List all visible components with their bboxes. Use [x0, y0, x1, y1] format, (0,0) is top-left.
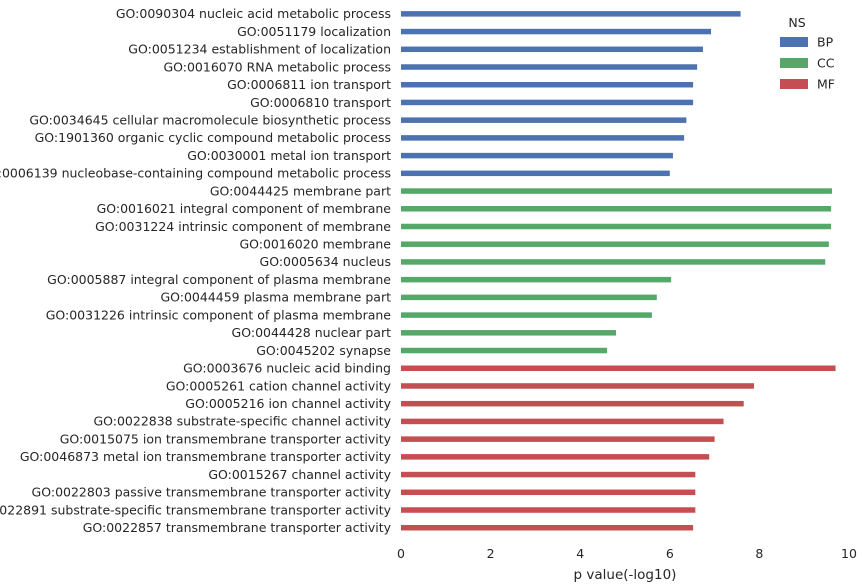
bar-cc	[401, 241, 829, 247]
legend-swatch-cc	[780, 58, 808, 68]
category-label: GO:0031226 intrinsic component of plasma…	[46, 307, 392, 322]
bar-bp	[401, 64, 698, 70]
bar-bp	[401, 135, 685, 141]
legend-swatch-mf	[780, 79, 808, 89]
category-label: GO:0022838 substrate-specific channel ac…	[93, 414, 391, 429]
x-tick-label: 0	[397, 546, 405, 561]
legend-swatch-bp	[780, 37, 808, 47]
category-labels-group: GO:0090304 nucleic acid metabolic proces…	[0, 6, 392, 535]
bar-mf	[401, 400, 744, 407]
category-label: GO:0045202 synapse	[256, 343, 391, 358]
x-tick-labels-group: 0 2 4 6 8 10	[397, 546, 857, 561]
bars-group	[401, 11, 836, 531]
x-tick-label: 2	[487, 546, 495, 561]
bar-mf	[401, 524, 694, 531]
category-label: GO:0005887 integral component of plasma …	[47, 272, 391, 287]
bar-bp	[401, 46, 703, 53]
category-label: GO:0031224 intrinsic component of membra…	[95, 219, 391, 234]
category-label: GO:0090304 nucleic acid metabolic proces…	[116, 6, 391, 21]
category-label: GO:1901360 organic cyclic compound metab…	[35, 130, 391, 145]
category-label: GO:0006810 transport	[250, 95, 391, 110]
bar-bp	[401, 81, 694, 88]
category-label: GO:0005634 nucleus	[260, 254, 391, 269]
legend-entry-bp: BP	[817, 35, 834, 50]
category-label: GO:0016020 membrane	[239, 237, 391, 252]
bar-cc	[401, 223, 832, 230]
bar-cc	[401, 294, 657, 301]
category-label: GO:0016070 RNA metabolic process	[163, 59, 391, 74]
category-label: GO:0044425 membrane part	[210, 183, 391, 198]
bar-bp	[401, 99, 694, 106]
category-label: GO:0005261 cation channel activity	[166, 378, 392, 393]
bar-cc	[401, 259, 826, 265]
bar-mf	[401, 365, 836, 371]
bar-cc	[401, 312, 652, 318]
category-label: GO:0044459 plasma membrane part	[160, 290, 391, 305]
category-label: GO:0006139 nucleobase-containing compoun…	[0, 166, 391, 181]
x-tick-label: 8	[755, 546, 763, 561]
bar-mf	[401, 436, 715, 442]
category-label: GO:0030001 metal ion transport	[187, 148, 391, 163]
category-label: GO:0005216 ion channel activity	[185, 396, 391, 411]
bar-mf	[401, 471, 696, 478]
bar-mf	[401, 383, 755, 389]
bar-bp	[401, 152, 673, 159]
category-label: GO:0044428 nuclear part	[232, 325, 392, 340]
x-tick-label: 4	[576, 546, 584, 561]
legend-entry-mf: MF	[817, 77, 835, 92]
bar-bp	[401, 11, 741, 17]
category-label: GO:0022803 passive transmembrane transpo…	[32, 485, 392, 500]
bar-mf	[401, 418, 724, 425]
category-label: GO:0016021 integral component of membran…	[97, 201, 392, 216]
category-label: GO:0015267 channel activity	[208, 467, 391, 482]
category-label: GO:0003676 nucleic acid binding	[183, 361, 391, 376]
x-tick-label: 10	[841, 546, 857, 561]
legend-title: NS	[788, 15, 805, 30]
bar-mf	[401, 454, 710, 460]
x-axis-label: p value(-log10)	[574, 567, 677, 583]
bar-mf	[401, 507, 696, 513]
x-tick-label: 6	[666, 546, 674, 561]
category-label: GO:0051234 establishment of localization	[128, 42, 391, 57]
bar-cc	[401, 276, 672, 283]
bar-cc	[401, 347, 608, 354]
category-label: GO:0006811 ion transport	[227, 77, 391, 92]
bar-mf	[401, 489, 696, 496]
bar-cc	[401, 188, 832, 194]
category-label: GO:0015075 ion transmembrane transporter…	[60, 431, 392, 446]
bar-bp	[401, 170, 670, 177]
bar-cc	[401, 330, 617, 336]
category-label: GO:0022891 substrate-specific transmembr…	[0, 502, 392, 517]
category-label: GO:0034645 cellular macromolecule biosyn…	[29, 112, 391, 127]
legend: NS BP CC MF	[780, 15, 835, 92]
bar-cc	[401, 206, 832, 212]
category-label: GO:0022857 transmembrane transporter act…	[83, 520, 392, 535]
bar-bp	[401, 117, 687, 123]
category-label: GO:0051179 localization	[237, 24, 391, 39]
bar-bp	[401, 28, 712, 35]
category-label: GO:0046873 metal ion transmembrane trans…	[20, 449, 392, 464]
legend-entry-cc: CC	[817, 56, 835, 71]
